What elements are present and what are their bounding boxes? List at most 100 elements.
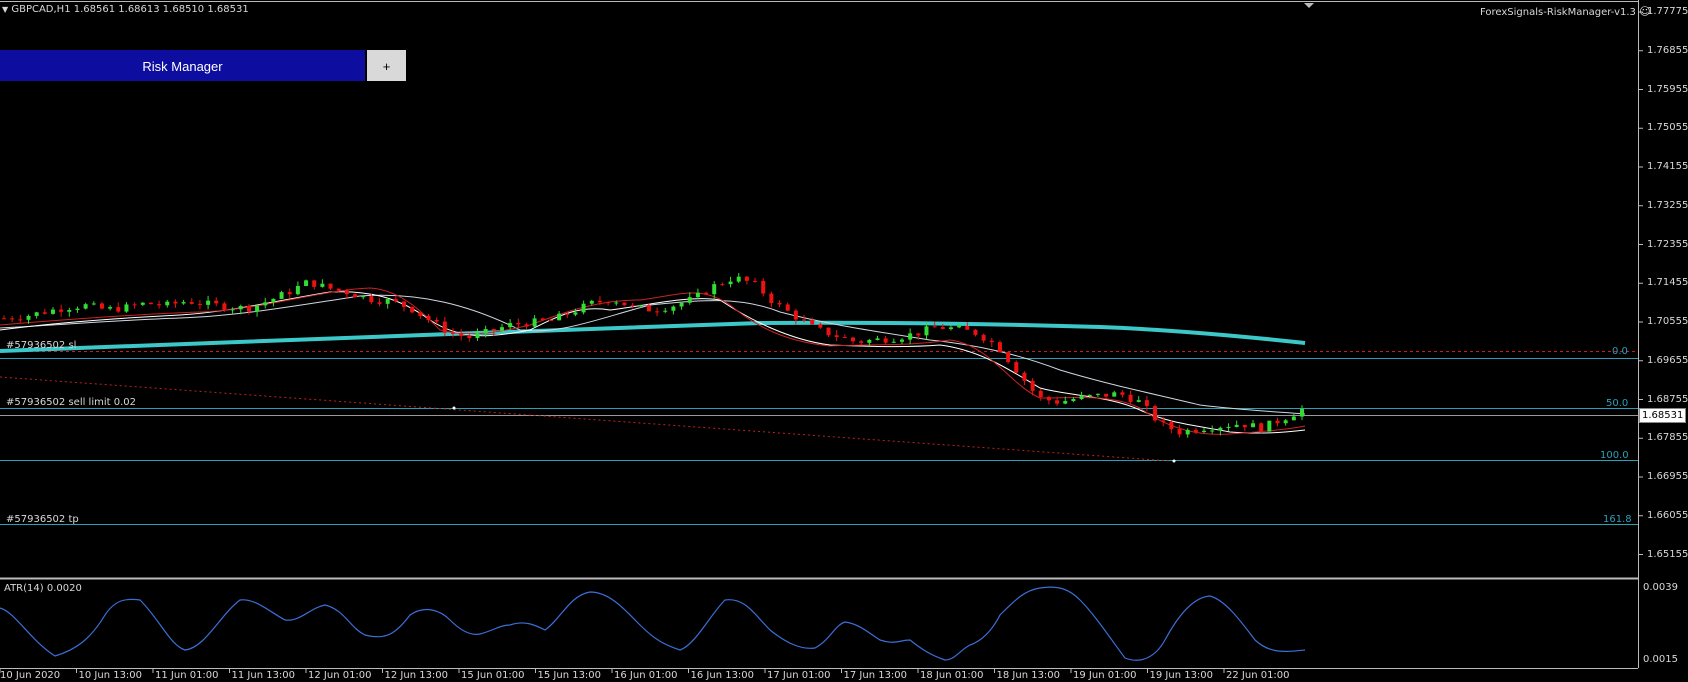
candle-body xyxy=(1087,394,1092,396)
candle-body xyxy=(402,301,407,307)
fib-level-0-label: 0.0 xyxy=(1612,346,1628,357)
price-tick-label: 1.74155 xyxy=(1647,161,1688,172)
symbol-header: ▼ GBPCAD,H1 1.68561 1.68613 1.68510 1.68… xyxy=(2,4,249,15)
candle-body xyxy=(491,329,496,331)
candle-body xyxy=(1144,400,1149,407)
price-tick-label: 1.77775 xyxy=(1647,6,1688,17)
ma-red-line xyxy=(0,287,1306,435)
candle-body xyxy=(10,318,15,320)
chart-shift-icon[interactable] xyxy=(1304,3,1314,8)
candle-body xyxy=(230,309,235,311)
candle-body xyxy=(1169,421,1174,430)
time-tick-label: 18 Jun 01:00 xyxy=(920,670,984,681)
candle-body xyxy=(442,321,447,333)
atr-scale-bottom: 0.0015 xyxy=(1643,654,1678,665)
candle-body xyxy=(369,296,374,303)
candle-body xyxy=(1161,420,1166,422)
price-tick-label: 1.71455 xyxy=(1647,277,1688,289)
candle-body xyxy=(679,302,684,307)
candle-body xyxy=(483,329,488,334)
candle-body xyxy=(948,327,953,329)
candle-body xyxy=(1046,396,1051,401)
candle-body xyxy=(148,302,153,305)
fib-anchor-point[interactable] xyxy=(452,406,456,410)
candle-body xyxy=(1275,420,1280,424)
candle-body xyxy=(246,305,251,312)
candle-body xyxy=(99,303,104,309)
tp-line-label[interactable]: #57936502 tp xyxy=(6,514,79,525)
candle-body xyxy=(1153,406,1158,421)
candle-body xyxy=(859,341,864,343)
candle-body xyxy=(475,333,480,339)
atr-label: ATR(14) 0.0020 xyxy=(4,583,82,594)
candle-body xyxy=(1095,393,1100,395)
time-tick-label: 22 Jun 01:00 xyxy=(1226,670,1290,681)
candle-body xyxy=(1006,352,1011,363)
risk-manager-expand-button[interactable]: + xyxy=(367,50,406,81)
candle-body xyxy=(589,300,594,304)
candle-body xyxy=(1193,429,1198,433)
candle-body xyxy=(581,303,586,313)
candle-body xyxy=(1038,390,1043,397)
candle-body xyxy=(279,292,284,299)
price-tick-label: 1.69655 xyxy=(1647,354,1688,366)
price-tick-label: 1.68755 xyxy=(1647,393,1688,405)
candle-body xyxy=(1120,392,1125,395)
atr-scale-top: 0.0039 xyxy=(1643,582,1678,593)
candle-body xyxy=(132,304,137,306)
candle-body xyxy=(1218,427,1223,431)
candle-body xyxy=(450,332,455,334)
candle-body xyxy=(867,339,872,343)
candle-body xyxy=(1136,400,1141,402)
fib-anchor-point[interactable] xyxy=(1172,459,1176,463)
candle-body xyxy=(18,319,23,321)
time-tick-label: 18 Jun 13:00 xyxy=(996,670,1061,681)
candle-body xyxy=(320,283,325,287)
candle-body xyxy=(565,313,570,315)
candle-body xyxy=(377,302,382,304)
fib-level-50-label: 50.0 xyxy=(1606,398,1629,409)
candle-body xyxy=(295,285,300,295)
time-tick-label: 17 Jun 13:00 xyxy=(843,670,908,681)
candle-body xyxy=(255,305,260,312)
time-tick-label: 10 Jun 13:00 xyxy=(78,670,143,681)
candle-body xyxy=(981,334,986,341)
ma-long-line xyxy=(0,320,1306,353)
sell-limit-line-label[interactable]: #57936502 sell limit 0.02 xyxy=(6,397,136,408)
candle-body xyxy=(736,276,741,282)
current-price-box: 1.68531 xyxy=(1639,408,1687,423)
candle-body xyxy=(761,280,766,294)
candle-body xyxy=(75,308,80,310)
candle-body xyxy=(287,292,292,295)
candle-body xyxy=(124,304,129,312)
price-tick-label: 1.66955 xyxy=(1647,471,1688,482)
order-lines xyxy=(0,351,1638,525)
candle-body xyxy=(189,302,194,304)
candle-body xyxy=(426,315,431,321)
candle-body xyxy=(826,327,831,336)
candle-body xyxy=(908,333,913,340)
candle-body xyxy=(34,312,39,316)
candle-body xyxy=(883,338,888,343)
smiley-icon[interactable]: ☺ xyxy=(1639,5,1651,18)
price-tick-label: 1.67855 xyxy=(1647,432,1688,444)
candle-body xyxy=(50,309,55,314)
candle-body xyxy=(1177,429,1182,435)
candle-body xyxy=(336,288,341,291)
candle-body xyxy=(965,325,970,330)
candle-body xyxy=(206,300,211,305)
candle-body xyxy=(630,305,635,307)
fib-trend-line[interactable] xyxy=(0,376,1171,462)
candle-body xyxy=(1300,408,1304,417)
candle-body xyxy=(1251,423,1256,428)
candle-body xyxy=(957,325,962,328)
candle-body xyxy=(524,324,529,327)
sl-line-label[interactable]: #57936502 sl xyxy=(6,340,77,351)
triangle-down-icon[interactable]: ▼ xyxy=(2,5,9,14)
candle-body xyxy=(434,320,439,322)
risk-manager-button[interactable]: Risk Manager xyxy=(0,50,365,81)
fib-level-100-label: 100.0 xyxy=(1600,450,1629,461)
time-tick-label: 15 Jun 01:00 xyxy=(461,670,525,681)
time-tick-label: 15 Jun 13:00 xyxy=(537,670,602,681)
